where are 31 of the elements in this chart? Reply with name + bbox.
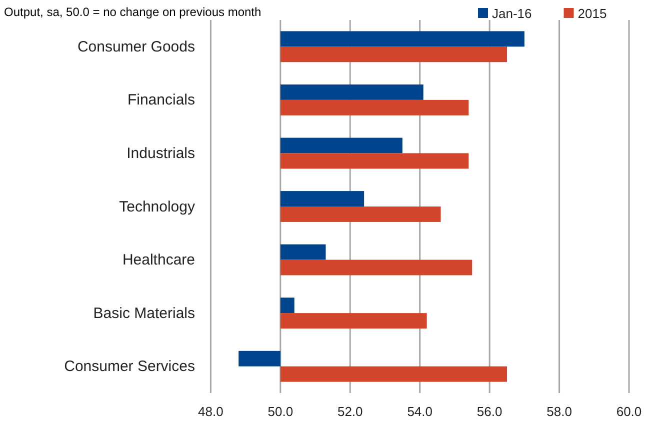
bar — [280, 100, 469, 116]
y-tick-label: Industrials — [126, 145, 195, 162]
bar — [280, 31, 524, 47]
x-tick-label: 54.0 — [407, 404, 433, 420]
y-tick-label: Consumer Goods — [77, 38, 195, 56]
chart-title: Output, sa, 50.0 = no change on previous month — [4, 5, 262, 19]
bar — [280, 298, 294, 314]
y-tick-label: Basic Materials — [93, 304, 195, 322]
legend-label: Jan-16 — [492, 6, 532, 21]
y-tick-label: Technology — [119, 198, 196, 216]
bar — [280, 260, 472, 276]
bar — [238, 350, 280, 366]
x-tick-label: 48.0 — [198, 404, 224, 420]
bar — [280, 206, 441, 222]
x-tick-label: 58.0 — [546, 404, 572, 420]
bar — [280, 138, 402, 154]
bar — [280, 84, 424, 100]
bar — [280, 46, 507, 62]
bar — [280, 244, 326, 260]
legend-label: 2015 — [578, 6, 607, 21]
x-tick-label: 56.0 — [476, 404, 502, 420]
bar — [280, 313, 427, 329]
bar — [280, 366, 507, 382]
x-tick-label: 60.0 — [616, 404, 642, 420]
y-tick-label: Consumer Services — [64, 358, 195, 376]
y-tick-label: Financials — [127, 92, 195, 109]
x-tick-label: 50.0 — [268, 404, 294, 420]
bar — [280, 153, 469, 169]
x-tick-label: 52.0 — [337, 404, 363, 420]
bar — [280, 191, 364, 206]
y-tick-label: Healthcare — [122, 252, 195, 269]
